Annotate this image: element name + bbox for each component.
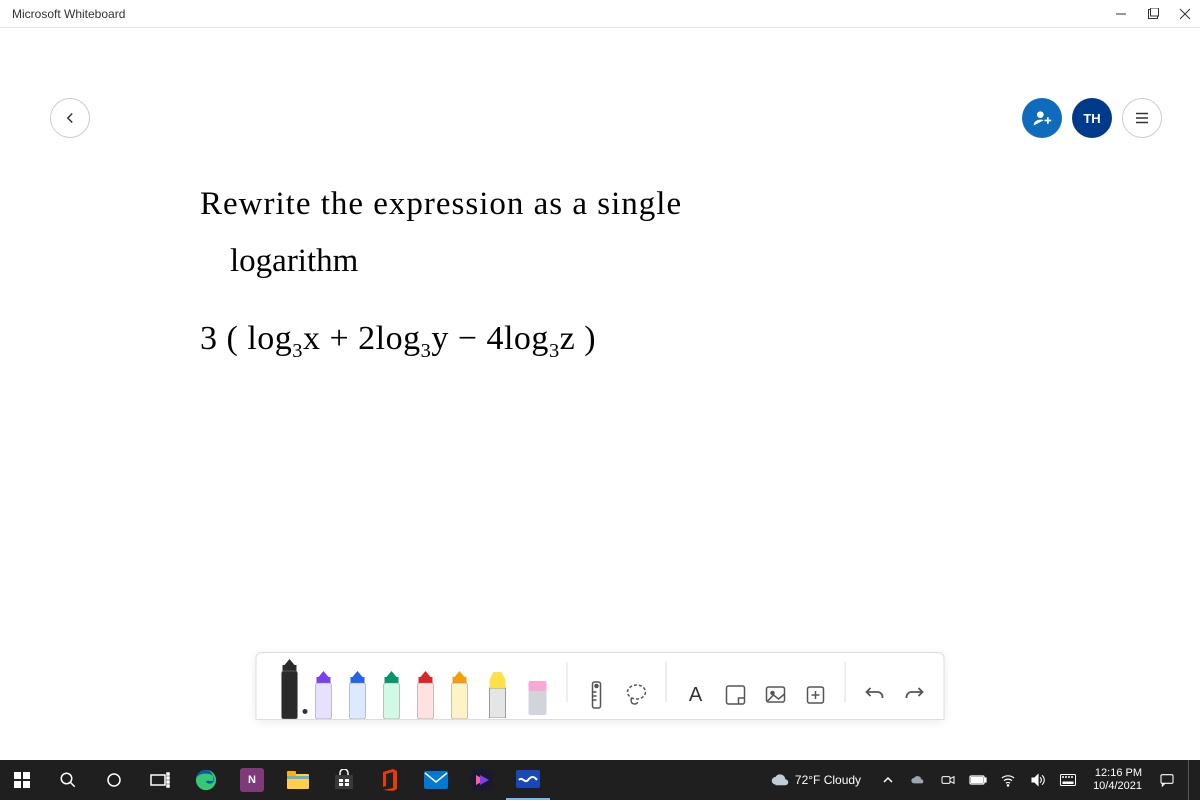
pen-blue[interactable] [343,671,373,719]
redo-button[interactable] [898,671,932,719]
clock-date: 10/4/2021 [1093,780,1142,793]
eraser-tool[interactable] [521,671,555,719]
user-avatar[interactable]: TH [1072,98,1112,138]
meet-now-icon[interactable] [935,760,961,800]
weather-text: 72°F Cloudy [795,773,861,787]
show-desktop-button[interactable] [1188,760,1194,800]
window-controls [1114,7,1192,21]
taskbar-start[interactable] [0,760,44,800]
clock-time: 12:16 PM [1093,767,1142,780]
taskbar-store[interactable] [322,760,366,800]
maximize-button[interactable] [1146,7,1160,21]
action-center-icon[interactable] [1154,760,1180,800]
taskbar-edge[interactable] [184,760,228,800]
windows-taskbar: N 72°F Cloudy 12:16 PM 10/4/2021 [0,760,1200,800]
taskbar-task-view[interactable] [138,760,182,800]
taskbar-cortana[interactable] [92,760,136,800]
pen-red[interactable] [411,671,441,719]
close-button[interactable] [1178,7,1192,21]
pen-green[interactable] [377,671,407,719]
window-title: Microsoft Whiteboard [8,7,125,21]
back-button[interactable] [50,98,90,138]
pen-tray: A [256,652,945,720]
taskbar-clock[interactable]: 12:16 PM 10/4/2021 [1085,767,1150,793]
tray-separator-3 [845,662,846,702]
taskbar-office[interactable] [368,760,412,800]
user-initials: TH [1083,111,1100,126]
input-language-icon[interactable] [1055,760,1081,800]
handwritten-ink: Rewrite the expression as a single logar… [200,178,980,367]
tray-expand-icon[interactable] [875,760,901,800]
note-tool[interactable] [719,671,753,719]
app-header: TH [0,56,1200,136]
wifi-icon[interactable] [995,760,1021,800]
invite-button[interactable] [1022,98,1062,138]
taskbar-mail[interactable] [414,760,458,800]
taskbar-search[interactable] [46,760,90,800]
volume-icon[interactable] [1025,760,1051,800]
cloud-icon [771,771,789,789]
taskbar-whiteboard[interactable] [506,760,550,800]
ruler-tool[interactable] [580,671,614,719]
undo-button[interactable] [858,671,892,719]
pen-black[interactable] [275,659,305,719]
minimize-button[interactable] [1114,7,1128,21]
lasso-tool[interactable] [620,671,654,719]
ink-line-3: 3 ( log3x + 2log3y − 4log3z ) [200,312,980,367]
image-tool[interactable] [759,671,793,719]
taskbar-clipchamp[interactable] [460,760,504,800]
ink-line-2: logarithm [230,235,980,288]
onedrive-icon[interactable] [905,760,931,800]
taskbar-onenote[interactable]: N [230,760,274,800]
battery-icon[interactable] [965,760,991,800]
taskbar-weather[interactable]: 72°F Cloudy [761,771,871,789]
tray-separator [567,662,568,702]
taskbar-explorer[interactable] [276,760,320,800]
ink-line-1: Rewrite the expression as a single [200,178,980,231]
tray-separator-2 [666,662,667,702]
highlighter-tool[interactable] [481,671,515,719]
add-tool[interactable] [799,671,833,719]
text-tool[interactable]: A [679,671,713,719]
pen-rainbow[interactable] [445,671,475,719]
settings-menu-button[interactable] [1122,98,1162,138]
pen-purple[interactable] [309,671,339,719]
whiteboard-canvas[interactable]: TH Rewrite the expression as a single lo… [0,28,1200,760]
window-titlebar: Microsoft Whiteboard [0,0,1200,28]
